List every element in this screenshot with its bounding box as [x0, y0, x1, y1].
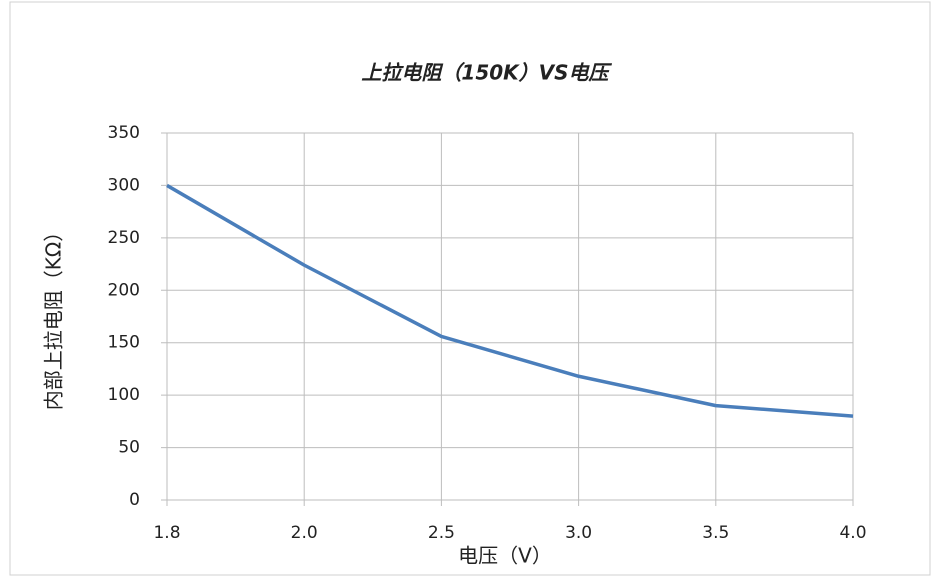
- x-axis-label: 电压（V）: [458, 544, 552, 568]
- y-tick-label: 350: [108, 123, 140, 143]
- x-tick-label: 3.0: [565, 523, 592, 543]
- y-tick-label: 250: [108, 228, 140, 248]
- x-tick-label: 2.0: [291, 523, 318, 543]
- y-tick-label: 150: [108, 333, 140, 353]
- chart-border: [9, 1, 931, 576]
- y-tick-label: 200: [108, 280, 140, 300]
- x-tick-label: 1.8: [153, 523, 180, 543]
- y-axis-label: 内部上拉电阻（KΩ）: [42, 222, 66, 410]
- y-tick-label: 300: [108, 175, 140, 195]
- data-line: [166, 183, 854, 418]
- x-tick-label: 4.0: [839, 523, 866, 543]
- chart-title: 上拉电阻（150K）VS电压: [361, 61, 612, 85]
- y-tick-label: 100: [108, 385, 140, 405]
- y-tick-label: 0: [129, 490, 140, 510]
- y-tick-label: 50: [118, 438, 140, 458]
- x-tick-label: 2.5: [428, 523, 455, 543]
- x-tick-label: 3.5: [702, 523, 729, 543]
